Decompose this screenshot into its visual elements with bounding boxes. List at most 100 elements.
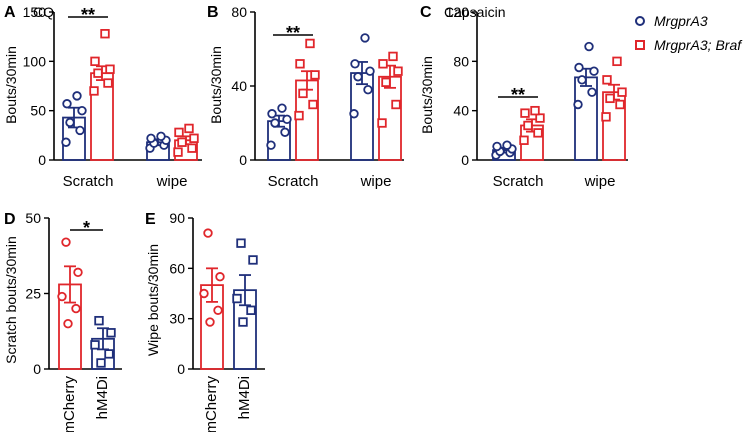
- panel-c-data-point: [533, 128, 543, 138]
- panel-e-y-tick-label: 0: [177, 361, 185, 377]
- panel-b-data-point: [391, 99, 401, 110]
- panel-a-letter: A: [4, 4, 16, 21]
- panel-c-data-point: [589, 66, 599, 76]
- panel-e-cat-mcherry: mCherry: [203, 376, 220, 432]
- panel-c-data-point: [523, 120, 533, 131]
- panel-c-cat-scratch: Scratch: [493, 173, 544, 190]
- panel-b-data-point: [282, 114, 292, 124]
- panel-a-data-point: [177, 137, 187, 147]
- panel-d-data-point: [61, 237, 71, 247]
- panel-a-data-point: [62, 99, 72, 109]
- panel-b-data-point: [365, 66, 375, 76]
- panel-a-data-point: [100, 29, 110, 39]
- panel-d-data-point: [57, 291, 67, 302]
- panel-c-letter: C: [420, 4, 432, 21]
- panel-a-data-point: [90, 56, 100, 67]
- panel-c-sig-label: **: [511, 85, 525, 105]
- panel-b-data-point: [298, 88, 308, 99]
- panel-b-data-point: [295, 59, 305, 69]
- panel-e-data-point: [248, 255, 258, 265]
- panel-c-data-point: [574, 62, 584, 73]
- panel-e-data-point: [246, 305, 256, 315]
- panel-d-data-point: [71, 303, 81, 314]
- panel-e-data-point: [232, 293, 242, 304]
- panel-a-data-point: [72, 91, 82, 101]
- panel-a-y-tick-label: 100: [23, 53, 47, 69]
- panel-e-letter: E: [145, 211, 156, 228]
- panel-e-ylabel: Wipe bouts/30min: [145, 244, 161, 356]
- panel-c-data-point: [587, 87, 597, 97]
- legend-mrgpra3-braf: MrgprA3; Braf: [654, 37, 743, 53]
- panel-a-y-tick-label: 50: [30, 103, 46, 119]
- panel-a-y-tick-label: 150: [23, 4, 47, 20]
- panel-d-cat-mcherry: mCherry: [61, 376, 78, 432]
- panel-d-y-tick-label: 0: [33, 361, 41, 377]
- panel-a-cat-scratch: Scratch: [63, 173, 114, 190]
- panel-d-data-point: [90, 340, 100, 350]
- panel-d-ylabel: Scratch bouts/30min: [3, 236, 19, 364]
- legend-mrgpra3: MrgprA3: [654, 13, 708, 29]
- panel-e-cat-hm4di: hM4Di: [236, 376, 253, 419]
- panel-c-data-point: [535, 113, 545, 123]
- panel-a-data-point: [65, 117, 75, 128]
- panel-c-data-point: [520, 108, 530, 118]
- panel-e-data-point: [199, 288, 209, 299]
- panel-a-data-point: [189, 133, 199, 143]
- panel-a-data-point: [174, 127, 184, 138]
- panel-a-data-point: [156, 131, 166, 142]
- panel-c-data-point: [573, 99, 583, 110]
- panel-c-data-point: [602, 75, 612, 85]
- panel-b-y-tick-label: 0: [239, 152, 247, 168]
- panel-c-cat-wipe: wipe: [584, 173, 616, 190]
- panel-a-data-point: [184, 123, 194, 134]
- panel-a-data-point: [75, 125, 85, 136]
- panel-c-ylabel: Bouts/30min: [419, 56, 435, 134]
- panel-b-cat-wipe: wipe: [360, 173, 392, 190]
- panel-b-data-point: [310, 70, 320, 80]
- panel-b-cat-scratch: Scratch: [268, 173, 319, 190]
- panel-b-data-point: [378, 59, 388, 69]
- panel-d-y-tick-label: 50: [25, 210, 41, 226]
- panel-c-data-point: [519, 135, 529, 145]
- panel-e-y-tick-label: 60: [169, 260, 185, 276]
- panel-e-data-point: [203, 228, 213, 238]
- panel-c-data-point: [615, 99, 625, 110]
- panel-d-data-point: [106, 328, 116, 338]
- panel-d-data-point: [104, 349, 114, 359]
- panel-b-data-point: [270, 118, 280, 128]
- panel-a-title: CQ: [33, 4, 54, 20]
- panel-c-data-point: [502, 140, 512, 150]
- panel-d-letter: D: [4, 211, 16, 228]
- panel-c-y-tick-label: 40: [453, 103, 469, 119]
- panel-b-data-point: [266, 140, 276, 150]
- panel-c-data-point: [584, 41, 594, 52]
- panel-c-data-point: [577, 75, 587, 85]
- panel-b-data-point: [277, 103, 287, 113]
- panel-b-data-point: [350, 59, 360, 69]
- panel-b-y-tick-label: 40: [231, 78, 247, 94]
- panel-b-data-point: [305, 38, 315, 49]
- panel-a-cat-wipe: wipe: [156, 173, 188, 190]
- panel-a-data-point: [146, 133, 156, 143]
- panel-b-data-point: [393, 66, 403, 76]
- panel-a-data-point: [105, 64, 115, 74]
- panel-a-data-point: [103, 78, 113, 88]
- panel-b-data-point: [294, 110, 304, 121]
- panel-a-data-point: [77, 105, 87, 116]
- panel-c-data-point: [530, 105, 540, 116]
- panel-e-y-tick-label: 90: [169, 210, 185, 226]
- panel-e-data-point: [215, 272, 225, 282]
- panel-b-letter: B: [207, 4, 219, 21]
- panel-a-ylabel: Bouts/30min: [3, 46, 19, 124]
- panel-a-data-point: [173, 147, 183, 157]
- panel-e-data-point: [238, 317, 248, 327]
- panel-a-y-tick-label: 0: [38, 152, 46, 168]
- panel-b-data-point: [360, 33, 370, 43]
- panel-d-data-point: [96, 358, 106, 368]
- panel-e-data-point: [213, 305, 223, 315]
- panel-a-data-point: [89, 86, 99, 96]
- panel-c-data-point: [492, 141, 502, 152]
- panel-a-data-point: [93, 68, 103, 78]
- panel-a-sig-label: **: [81, 5, 95, 25]
